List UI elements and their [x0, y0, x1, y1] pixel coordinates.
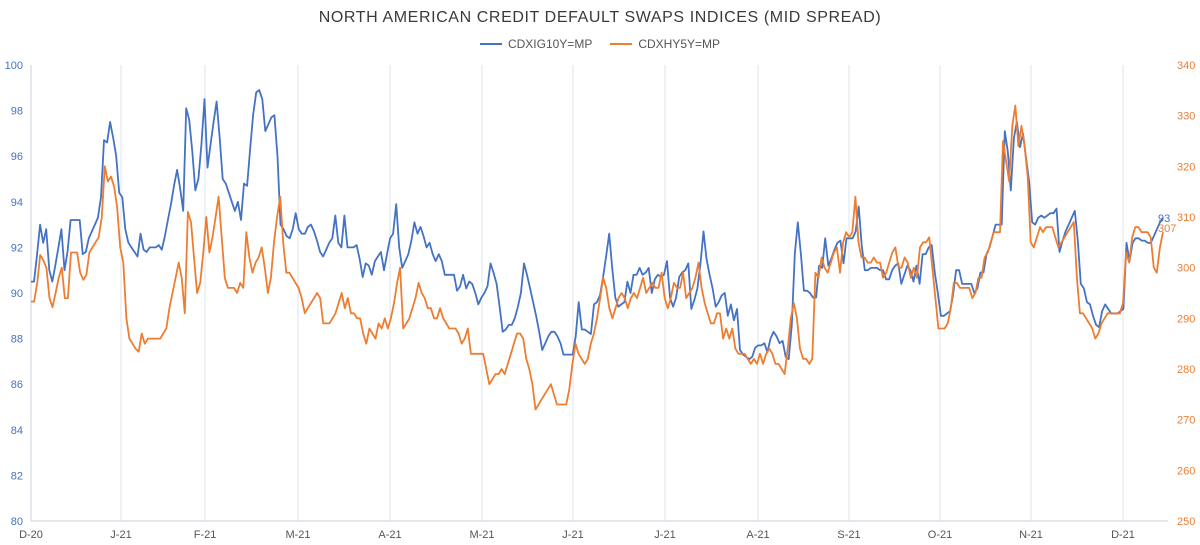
series-line-hy	[31, 104, 1164, 411]
legend-swatch-hy	[610, 43, 633, 45]
right-tick-label: 330	[1177, 111, 1195, 123]
right-tick-label: 280	[1177, 364, 1195, 376]
left-tick-label: 80	[11, 516, 23, 528]
x-tick-label: F-21	[194, 529, 217, 541]
last-value-label-ig: 93	[1158, 213, 1170, 225]
x-tick-label: O-21	[928, 529, 952, 541]
legend-label-ig: CDXIG10Y=MP	[507, 37, 593, 51]
left-tick-label: 94	[11, 197, 23, 209]
x-tick-label: M-21	[469, 529, 494, 541]
right-tick-label: 340	[1177, 60, 1195, 72]
x-tick-label: J-21	[654, 529, 675, 541]
x-tick-label: J-21	[562, 529, 583, 541]
right-tick-label: 300	[1177, 263, 1195, 275]
right-tick-label: 290	[1177, 313, 1195, 325]
right-tick-label: 320	[1177, 161, 1195, 173]
x-tick-label: A-21	[746, 529, 769, 541]
left-tick-label: 96	[11, 151, 23, 163]
series-line-ig	[31, 89, 1164, 360]
right-tick-label: 270	[1177, 415, 1195, 427]
left-tick-label: 84	[11, 425, 23, 437]
left-tick-label: 92	[11, 242, 23, 254]
x-tick-label: M-21	[285, 529, 310, 541]
left-tick-label: 88	[11, 334, 23, 346]
left-tick-label: 82	[11, 470, 23, 482]
x-tick-label: S-21	[837, 529, 860, 541]
x-tick-label: N-21	[1019, 529, 1043, 541]
left-tick-label: 100	[5, 60, 23, 72]
left-tick-label: 98	[11, 106, 23, 118]
x-tick-label: D-20	[19, 529, 43, 541]
x-tick-label: A-21	[378, 529, 401, 541]
x-tick-label: J-21	[110, 529, 131, 541]
chart-title: NORTH AMERICAN CREDIT DEFAULT SWAPS INDI…	[318, 9, 882, 26]
legend-swatch-ig	[479, 43, 502, 45]
right-tick-label: 310	[1177, 212, 1195, 224]
legend-item-ig: CDXIG10Y=MP	[479, 37, 593, 51]
right-tick-label: 250	[1177, 516, 1195, 528]
legend-item-hy: CDXHY5Y=MP	[610, 37, 720, 51]
left-tick-label: 86	[11, 379, 23, 391]
legend-label-hy: CDXHY5Y=MP	[638, 37, 721, 51]
right-tick-label: 260	[1177, 465, 1195, 477]
last-value-label-hy: 307	[1158, 223, 1176, 235]
x-tick-label: D-21	[1111, 529, 1135, 541]
legend: CDXIG10Y=MP CDXHY5Y=MP	[0, 37, 1200, 51]
left-tick-label: 90	[11, 288, 23, 300]
